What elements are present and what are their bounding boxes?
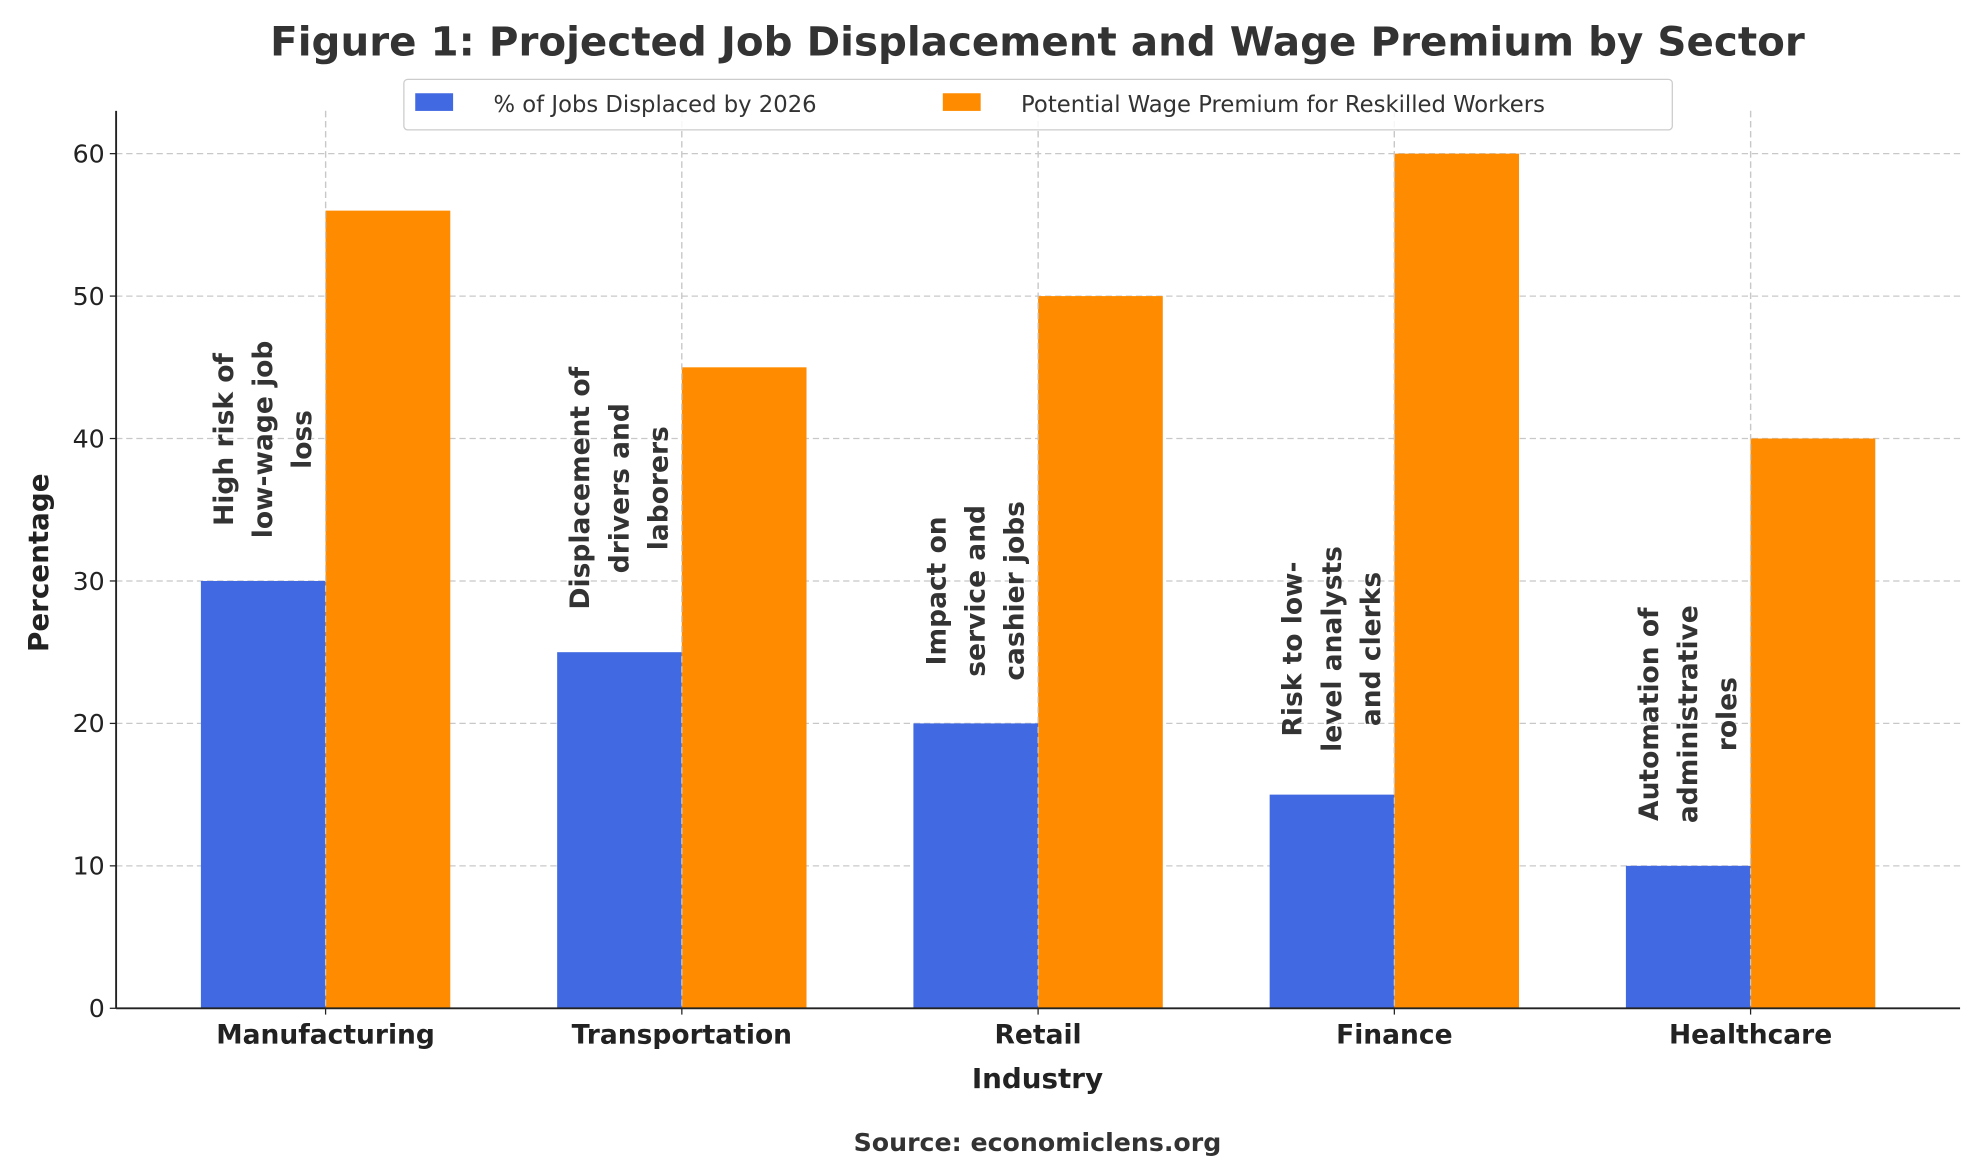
y-axis-label: Percentage — [22, 473, 55, 652]
annotations: High risk of low-wage job loss Displacement… — [209, 341, 1743, 823]
bar-premium-finance — [1394, 153, 1520, 1009]
annotation-retail: Impact on service and cashier jobs — [921, 501, 1030, 681]
annotation-line: Automation of — [1634, 607, 1665, 821]
x-axis-label: Industry — [972, 1062, 1103, 1095]
legend-swatch-premium — [942, 93, 981, 111]
legend-swatch-displaced — [415, 93, 454, 111]
y-tick-label: 10 — [73, 852, 105, 881]
annotation-line: low-wage job — [248, 341, 279, 539]
bar-displaced-manufacturing — [200, 580, 326, 1009]
bar-displaced-retail — [913, 723, 1039, 1009]
x-tick-label: Finance — [1336, 1020, 1452, 1051]
y-tick-label: 20 — [73, 709, 105, 738]
bars — [200, 110, 1876, 1009]
legend-label-displaced: % of Jobs Displaced by 2026 — [493, 92, 816, 118]
annotation-line: drivers and — [604, 403, 635, 573]
annotation-healthcare: Automation of administrative roles — [1634, 605, 1743, 823]
bar-displaced-finance — [1269, 794, 1395, 1009]
y-tick-label: 50 — [73, 282, 105, 311]
annotation-transportation: Displacement of drivers and laborers — [565, 366, 674, 609]
x-tick-label: Healthcare — [1669, 1020, 1832, 1051]
source-note: Source: economiclens.org — [854, 1128, 1222, 1157]
y-tick-label: 40 — [73, 424, 105, 453]
annotation-line: level analysts — [1317, 546, 1348, 752]
x-tick-label: Manufacturing — [216, 1020, 435, 1051]
y-tick-label: 60 — [73, 139, 105, 168]
bar-premium-retail — [1038, 296, 1163, 1009]
annotation-line: Risk to low- — [1278, 561, 1309, 736]
y-tick-label: 30 — [73, 567, 105, 596]
annotation-line: loss — [287, 410, 318, 469]
legend-label-premium: Potential Wage Premium for Reskilled Wor… — [1021, 92, 1545, 118]
bar-premium-healthcare — [1750, 438, 1876, 1009]
bar-displaced-transportation — [557, 652, 682, 1009]
annotation-manufacturing: High risk of low-wage job loss — [209, 341, 318, 539]
bar-premium-manufacturing — [325, 210, 451, 1009]
annotation-line: and clerks — [1356, 572, 1387, 726]
x-tick-label: Transportation — [572, 1020, 792, 1051]
annotation-line: Displacement of — [565, 366, 596, 609]
annotation-line: cashier jobs — [1000, 501, 1031, 681]
legend: % of Jobs Displaced by 2026 Potential Wa… — [403, 78, 1673, 131]
annotation-line: service and — [961, 505, 992, 677]
legend-frame — [403, 78, 1673, 131]
bar-premium-transportation — [681, 367, 807, 1009]
axes: 0 10 20 30 40 50 60 Manufacturing Transportation… — [73, 110, 1961, 1051]
chart-title: Figure 1: Projected Job Displacement and… — [270, 18, 1805, 65]
annotation-line: Impact on — [921, 516, 952, 665]
annotation-line: High risk of — [209, 353, 240, 526]
annotation-line: roles — [1712, 677, 1743, 751]
x-tick-label: Retail — [995, 1020, 1082, 1051]
annotation-finance: Risk to low-level analysts and clerks — [1278, 546, 1387, 752]
bar-displaced-healthcare — [1625, 865, 1751, 1009]
annotation-line: laborers — [643, 426, 674, 550]
annotation-line: administrative — [1673, 605, 1704, 823]
y-tick-label: 0 — [89, 994, 105, 1023]
